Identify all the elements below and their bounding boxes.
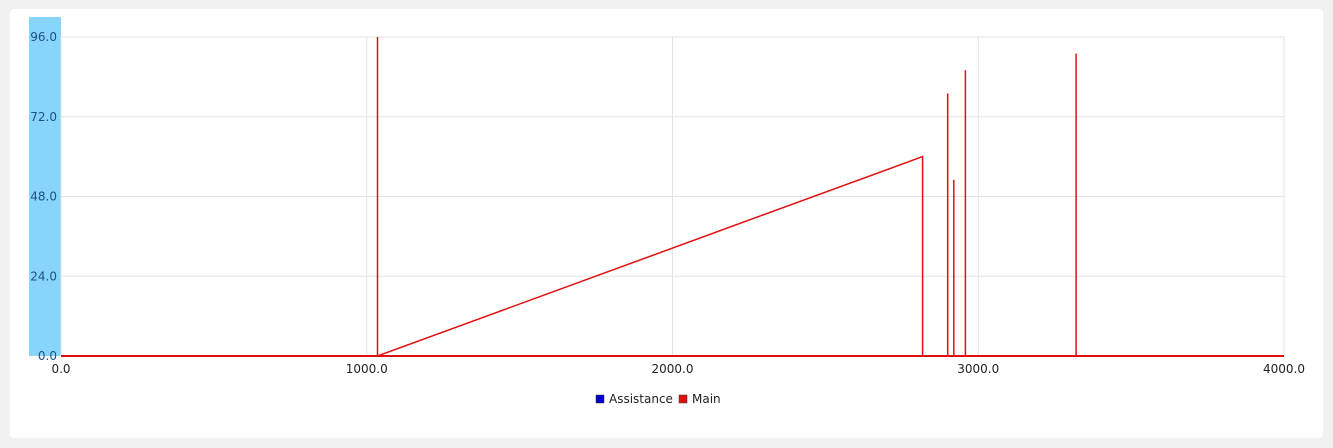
legend-swatch-main bbox=[678, 394, 688, 404]
chart-card bbox=[10, 9, 1323, 438]
y-tick-label: 0.0 bbox=[38, 349, 57, 363]
y-axis-ticks: 0.0 24.0 48.0 72.0 96.0 bbox=[30, 30, 57, 363]
legend: Assistance Main bbox=[595, 392, 721, 406]
grid-lines bbox=[60, 36, 1285, 357]
y-axis-band bbox=[29, 17, 61, 356]
y-tick-label: 24.0 bbox=[30, 269, 57, 283]
x-tick-label: 1000.0 bbox=[346, 362, 388, 376]
y-tick-label: 48.0 bbox=[30, 190, 57, 204]
legend-label-main: Main bbox=[692, 392, 721, 406]
x-tick-label: 3000.0 bbox=[957, 362, 999, 376]
x-tick-label: 4000.0 bbox=[1263, 362, 1305, 376]
x-tick-label: 0.0 bbox=[51, 362, 70, 376]
x-axis-ticks: 0.0 1000.0 2000.0 3000.0 4000.0 bbox=[51, 362, 1305, 376]
y-tick-label: 72.0 bbox=[30, 110, 57, 124]
y-tick-label: 96.0 bbox=[30, 30, 57, 44]
legend-swatch-assistance bbox=[595, 394, 605, 404]
legend-label-assistance: Assistance bbox=[609, 392, 673, 406]
x-tick-label: 2000.0 bbox=[652, 362, 694, 376]
